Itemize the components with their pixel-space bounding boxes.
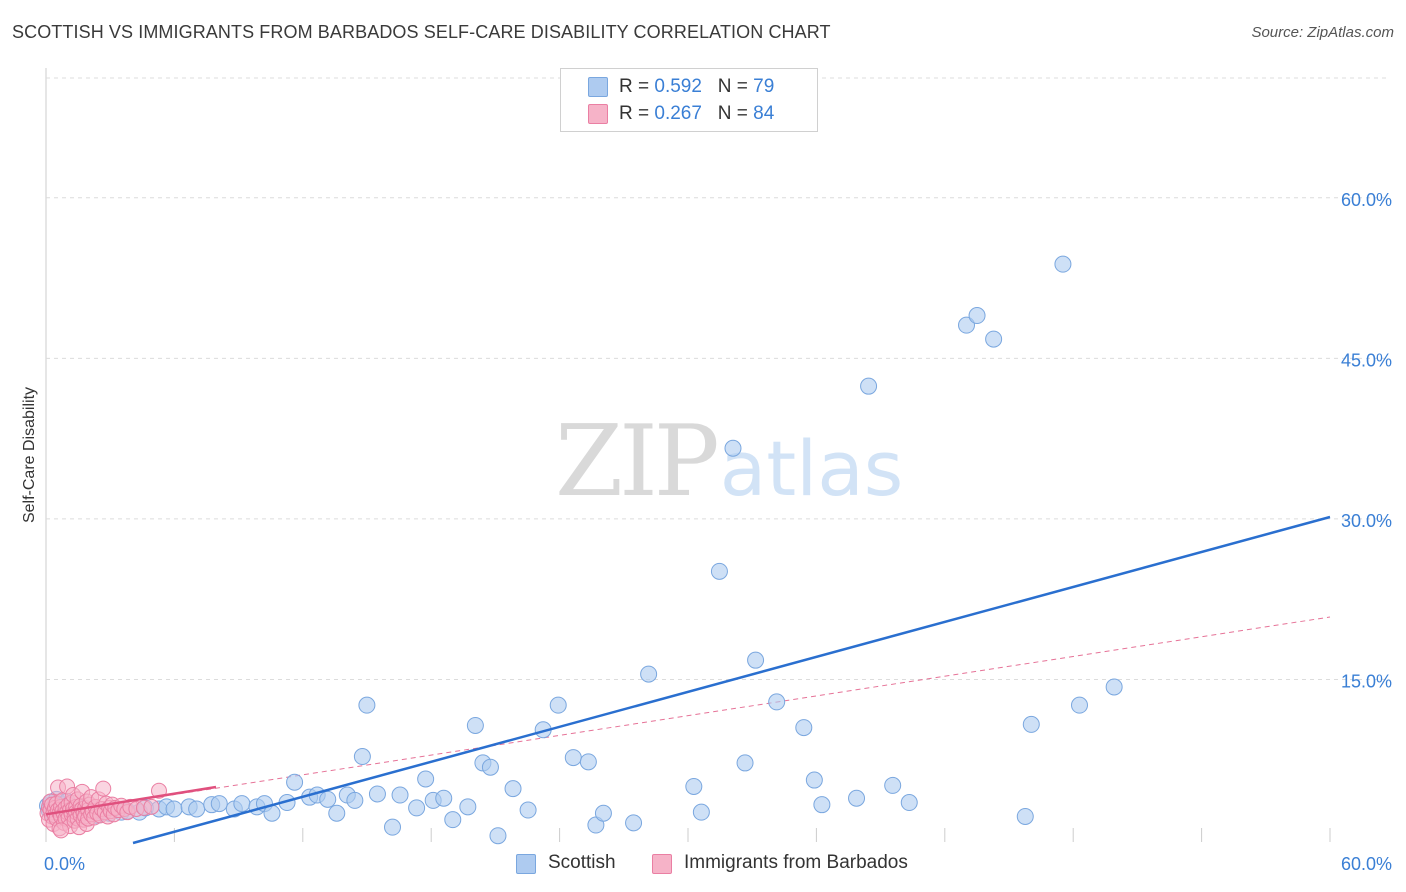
scottish-point [625,814,643,832]
scottish-point [692,803,710,821]
scottish-point [958,316,976,334]
legend-n-value: 84 [753,103,775,124]
barbados-swatch [652,854,672,874]
barbados-point [95,780,112,797]
stats-legend: R = 0.592 N = 79 R = 0.267 N = 84 [560,68,818,132]
scottish-point [286,773,304,791]
scottish-point [417,770,435,788]
scottish-point [1022,715,1040,733]
scottish-point [1054,255,1072,273]
watermark-zip: ZIP [555,405,720,519]
scottish-point [435,789,453,807]
legend-r-value: 0.267 [654,103,702,124]
scottish-point [188,800,206,818]
barbados-trend-line [45,785,217,816]
scottish-point [233,795,251,813]
scottish-point [1071,696,1089,714]
barbados-point [53,822,70,839]
scottish-point [1105,678,1123,696]
scottish-point [368,785,386,803]
scottish-point [481,758,499,776]
chart-title: SCOTTISH VS IMMIGRANTS FROM BARBADOS SEL… [12,22,831,42]
scottish-point [736,754,754,772]
scottish-point [884,776,902,794]
scottish-point [210,795,228,813]
scottish-point [685,777,703,795]
legend-n-label: N = [717,103,754,124]
scottish-swatch [588,77,608,97]
legend-n-label: N = [717,76,754,97]
scottish-point [384,818,402,836]
scottish-point [519,801,537,819]
scottish-point [1016,807,1034,825]
legend-r-label: R = [619,103,655,124]
y-tick-label: 15.0% [1341,671,1392,691]
x-tick-label: 60.0% [1341,854,1392,874]
legend-r-value: 0.592 [654,76,702,97]
scottish-point [504,780,522,798]
watermark-atlas: atlas [719,424,904,513]
scottish-point [985,330,1003,348]
y-tick-label: 30.0% [1341,511,1392,531]
scottish-point [724,439,742,457]
scottish-point [848,789,866,807]
legend-label-barbados: Immigrants from Barbados [684,852,908,873]
barbados-trend-extended [45,616,1331,815]
source-label: Source: ZipAtlas.com [1251,24,1394,41]
scottish-point [466,716,484,734]
scottish-point [747,651,765,669]
scottish-point [900,794,918,812]
scottish-swatch [516,854,536,874]
barbados-point [143,798,160,815]
scottish-point [564,749,582,767]
scottish-point [346,791,364,809]
scottish-point [391,786,409,804]
scottish-trend-line [132,515,1331,845]
scottish-point [860,377,878,395]
scottish-point [805,771,823,789]
scottish-point [640,665,658,683]
scottish-point [444,811,462,829]
scottish-point [408,799,426,817]
scottish-point [968,307,986,325]
scottish-point [358,696,376,714]
scottish-point [594,804,612,822]
x-tick-label: 0.0% [44,854,85,874]
scottish-point [165,800,183,818]
legend-label-scottish: Scottish [548,852,616,873]
scottish-point [489,827,507,845]
watermark: ZIPatlas [555,405,903,519]
scottish-point [328,804,346,822]
scottish-point [795,719,813,737]
scottish-point [319,790,337,808]
y-tick-label: 60.0% [1341,190,1392,210]
scottish-point [768,693,786,711]
scottish-point [353,748,371,766]
scottish-point [813,796,831,814]
scottish-point [579,753,597,771]
scottish-point [710,562,728,580]
y-tick-label: 45.0% [1341,350,1392,370]
scottish-point [549,696,567,714]
legend-n-value: 79 [753,76,775,97]
scottish-point [459,798,477,816]
legend-r-label: R = [619,76,655,97]
barbados-swatch [588,104,608,124]
